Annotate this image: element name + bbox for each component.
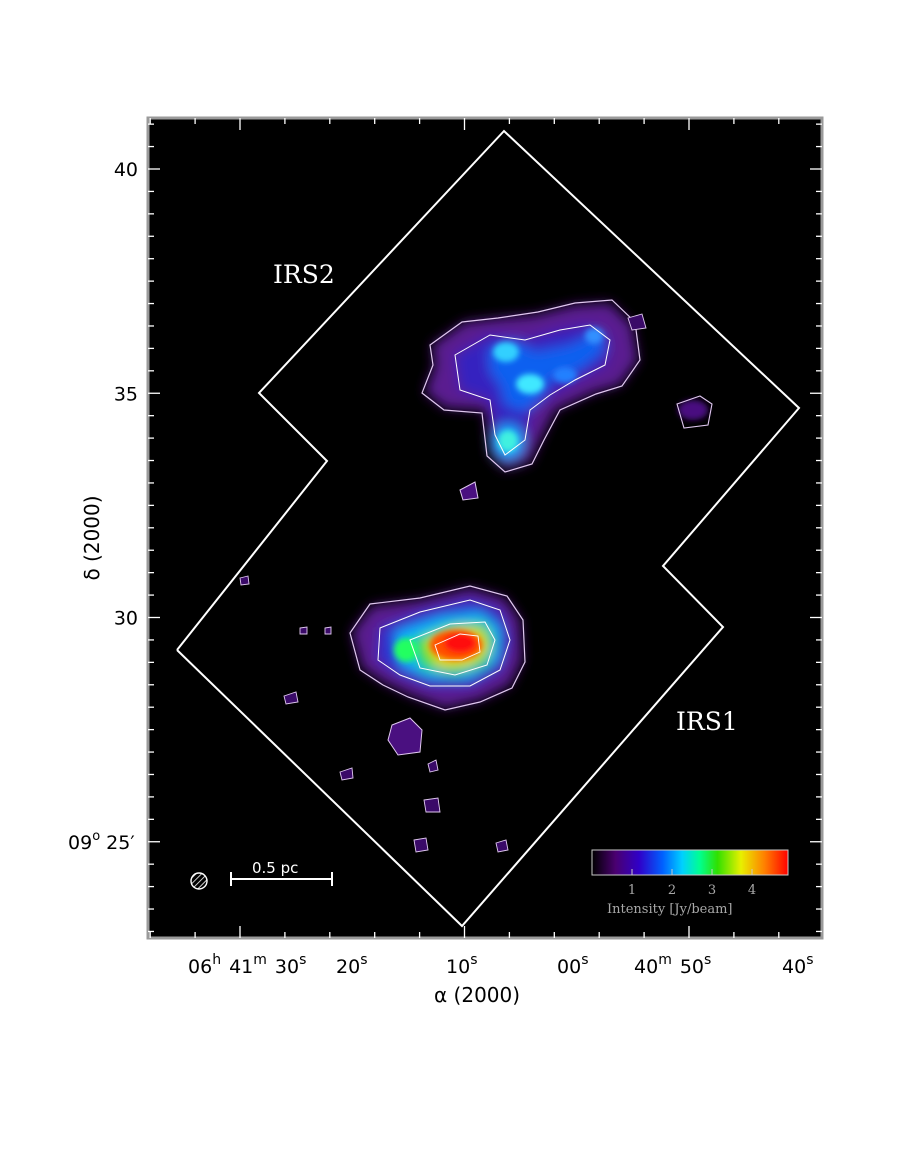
x-axis-title: α (2000) (434, 983, 520, 1007)
colorbar-ticks: 1 2 3 4 (628, 869, 756, 898)
x-tick-labels: 06h 41m 30s 20s 10s 00s 40m 50s 40s (188, 952, 813, 978)
colorbar-label: Intensity [Jy/beam] (607, 902, 733, 917)
x-tick-label: 20s (336, 952, 367, 978)
x-tick-label: 00s (557, 952, 588, 978)
y-tick-labels: 40 35 30 09o 25′ (68, 159, 138, 854)
plot-area (148, 118, 822, 938)
colorbar-tick-label: 2 (668, 883, 676, 898)
y-tick-label: 30 (114, 608, 138, 630)
region-label-irs2: IRS2 (273, 260, 335, 289)
scale-bar (230, 872, 333, 886)
y-tick-label: 40 (114, 159, 138, 181)
irs1-emission (239, 313, 647, 853)
colorbar (591, 849, 789, 876)
y-tick-label: 35 (114, 383, 138, 405)
region-label-irs1: IRS1 (676, 707, 738, 736)
y-tick-label: 09o 25′ (68, 829, 135, 854)
x-tick-label: 40m 50s (634, 952, 711, 978)
irs2-emission (421, 299, 713, 501)
x-tick-label: 40s (782, 952, 813, 978)
coverage-outline (176, 129, 801, 928)
x-tick-label: 06h 41m 30s (188, 952, 306, 978)
scale-bar-label: 0.5 pc (252, 859, 298, 877)
beam-size-marker (190, 872, 208, 890)
colorbar-tick-label: 3 (708, 883, 716, 898)
colorbar-tick-label: 1 (628, 883, 636, 898)
plot-frame (146, 116, 824, 940)
colorbar-tick-label: 4 (748, 883, 756, 898)
y-axis-title: δ (2000) (80, 495, 104, 580)
x-tick-label: 10s (446, 952, 477, 978)
